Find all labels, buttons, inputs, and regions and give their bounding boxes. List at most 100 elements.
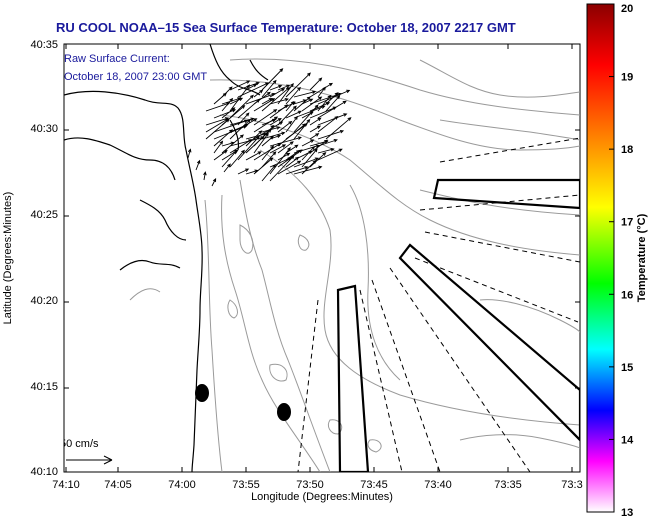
x-tick-label: 73:3: [561, 479, 582, 491]
x-tick-label: 73:40: [424, 479, 452, 491]
current-vector: [213, 140, 224, 154]
x-tick-label: 73:55: [232, 479, 260, 491]
current-vector: [325, 92, 339, 105]
current-vector: [277, 160, 302, 175]
current-vector: [309, 117, 322, 126]
x-tick-label: 73:45: [360, 479, 388, 491]
current-vector: [285, 72, 311, 98]
current-vector: [211, 177, 217, 187]
map-content: Raw Surface Current: October 18, 2007 23…: [60, 44, 580, 472]
current-vector: [221, 107, 236, 119]
current-vector: [285, 100, 295, 112]
current-vector: [237, 112, 250, 126]
current-vector: [229, 94, 254, 119]
current-vector: [213, 129, 234, 147]
colorbar-tick-label: 14: [621, 434, 634, 446]
current-vector: [269, 136, 302, 147]
current-vector: [229, 149, 245, 168]
annotation-line2: October 18, 2007 23:00 GMT: [64, 71, 207, 83]
current-vector: [221, 134, 244, 154]
current-vector: [221, 150, 238, 168]
colorbar-tick-label: 17: [621, 217, 633, 229]
current-vector: [285, 166, 309, 175]
current-vector: [285, 123, 308, 140]
colorbar-ticks: 20 19 18 17 16 15 14 13: [609, 3, 634, 518]
current-vector: [277, 82, 294, 105]
current-vector: [293, 90, 317, 98]
current-vector: [269, 118, 282, 126]
y-tick-label: 40:15: [30, 381, 58, 393]
y-tick-label: 40:30: [30, 123, 58, 135]
colorbar-tick-label: 13: [621, 507, 633, 518]
current-vector: [301, 139, 315, 147]
current-vector: [293, 118, 311, 140]
current-vector: [301, 98, 314, 105]
map-title: RU COOL NOAA–15 Sea Surface Temperature:…: [56, 20, 516, 35]
current-vector: [269, 98, 289, 105]
current-vector: [277, 152, 291, 161]
x-axis-label: Longitude (Degrees:Minutes): [251, 491, 393, 503]
current-vector: [245, 83, 258, 91]
current-vector: [301, 145, 316, 161]
current-vector: [253, 89, 264, 98]
current-vector: [223, 163, 231, 173]
current-vector: [261, 126, 281, 133]
x-tick-label: 74:10: [52, 479, 80, 491]
x-tick-label: 73:35: [494, 479, 522, 491]
x-tick-label: 73:50: [296, 479, 324, 491]
current-vector: [195, 159, 201, 171]
surface-current-vectors: [187, 68, 352, 187]
current-vector: [187, 148, 192, 159]
current-vector: [245, 151, 262, 161]
current-vector: [293, 96, 311, 112]
current-vector: [309, 133, 320, 140]
x-tick-labels: 74:10 74:05 74:00 73:55 73:50 73:45 73:4…: [52, 479, 582, 491]
current-vector: [317, 94, 332, 112]
current-vector: [253, 124, 275, 147]
current-vector: [261, 97, 273, 105]
station-marker: [195, 384, 209, 402]
colorbar-tick-label: 16: [621, 289, 633, 301]
bathymetry-contours: [129, 58, 580, 472]
current-vector: [269, 84, 283, 91]
y-axis-label: Latitude (Degrees:Minutes): [2, 192, 14, 325]
scale-label: 50 cm/s: [60, 438, 99, 450]
current-vector: [253, 109, 278, 126]
current-vector: [325, 117, 352, 140]
colorbar-tick-label: 15: [621, 362, 633, 374]
current-vector: [269, 134, 282, 140]
current-vector: [309, 77, 323, 91]
current-vector: [261, 145, 275, 161]
station-marker: [277, 403, 291, 421]
annotation-line1: Raw Surface Current:: [64, 53, 170, 65]
colorbar-tick-label: 19: [621, 72, 633, 84]
current-vector: [301, 148, 318, 168]
current-vector: [325, 95, 341, 112]
current-vector: [293, 165, 323, 175]
current-vector: [317, 100, 347, 119]
current-vector: [253, 98, 276, 112]
current-vector: [317, 148, 343, 161]
current-vector: [277, 105, 297, 126]
axis-ticks: [64, 43, 580, 473]
colorbar-tick-label: 20: [621, 3, 633, 15]
current-vector: [301, 96, 323, 112]
current-vector: [237, 168, 250, 175]
current-vector: [261, 151, 277, 168]
current-vector: [261, 118, 277, 126]
current-vector: [269, 88, 286, 98]
current-vector: [317, 116, 339, 133]
current-vector: [285, 110, 302, 119]
y-tick-label: 40:20: [30, 295, 58, 307]
current-vector: [203, 171, 207, 181]
plot-frame: [63, 43, 581, 473]
current-vector: [261, 131, 286, 140]
y-tick-label: 40:25: [30, 209, 58, 221]
colorbar: [586, 3, 615, 513]
current-vector: [285, 144, 299, 154]
y-tick-labels: 40:35 40:30 40:25 40:20 40:15 40:10: [30, 39, 58, 478]
current-vector: [309, 152, 327, 168]
current-vector: [309, 82, 334, 98]
scale-arrow: [66, 455, 113, 465]
current-vector: [261, 79, 277, 98]
